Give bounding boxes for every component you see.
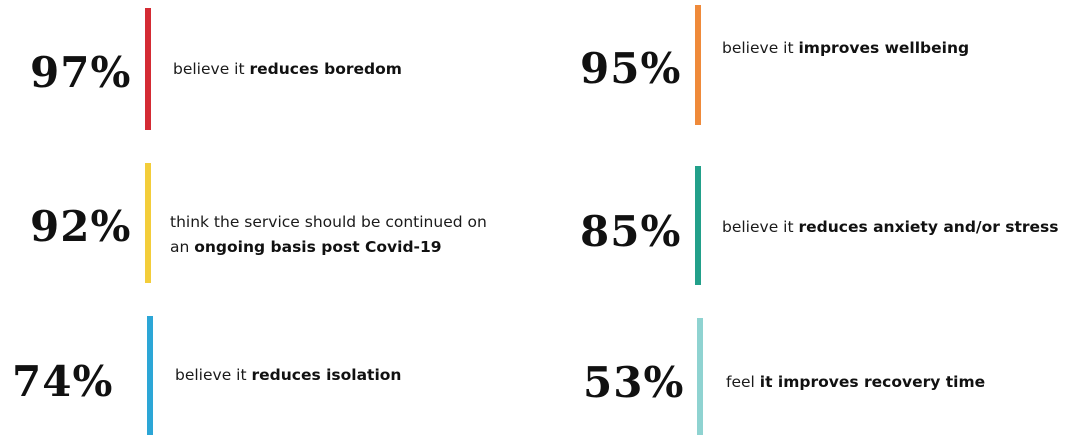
stat-description-plain: feel [726, 373, 760, 391]
stat-description-plain: believe it [722, 218, 799, 236]
stat-color-bar [147, 316, 153, 435]
stat-description: believe it improves wellbeing [722, 36, 969, 61]
stat-description: believe it reduces boredom [173, 57, 402, 82]
stat-percentage: 53% [583, 358, 685, 407]
stat-percentage: 85% [580, 207, 682, 256]
stat-description-bold: improves wellbeing [798, 39, 970, 57]
stat-color-bar [145, 8, 151, 130]
stat-description: think the service should be continued on… [170, 210, 487, 260]
stat-description: believe it reduces isolation [175, 363, 401, 388]
stat-percentage: 95% [580, 44, 682, 93]
stat-description-plain: an [170, 238, 195, 256]
stat-description-plain: think the service should be continued on [170, 213, 487, 231]
stat-description-bold: it improves recovery time [759, 373, 986, 391]
stat-percentage: 97% [30, 48, 132, 97]
stat-description-line-2: an ongoing basis post Covid-19 [170, 235, 487, 260]
stat-percentage: 74% [12, 357, 114, 406]
stat-description-bold: reduces boredom [249, 60, 402, 78]
stat-description-plain: believe it [173, 60, 250, 78]
stat-description-bold: reduces anxiety and/or stress [798, 218, 1059, 236]
stat-color-bar [145, 163, 151, 283]
stat-color-bar [695, 5, 701, 125]
stat-description-bold: reduces isolation [251, 366, 402, 384]
stat-description-plain: believe it [175, 366, 252, 384]
stat-description-plain: believe it [722, 39, 799, 57]
stat-description: feel it improves recovery time [726, 370, 985, 395]
stat-description-bold: ongoing basis post Covid-19 [194, 238, 442, 256]
stat-percentage: 92% [30, 202, 132, 251]
stat-description: believe it reduces anxiety and/or stress [722, 215, 1059, 240]
stat-description-line-1: think the service should be continued on [170, 210, 487, 235]
stat-color-bar [695, 166, 701, 285]
stat-color-bar [697, 318, 703, 435]
